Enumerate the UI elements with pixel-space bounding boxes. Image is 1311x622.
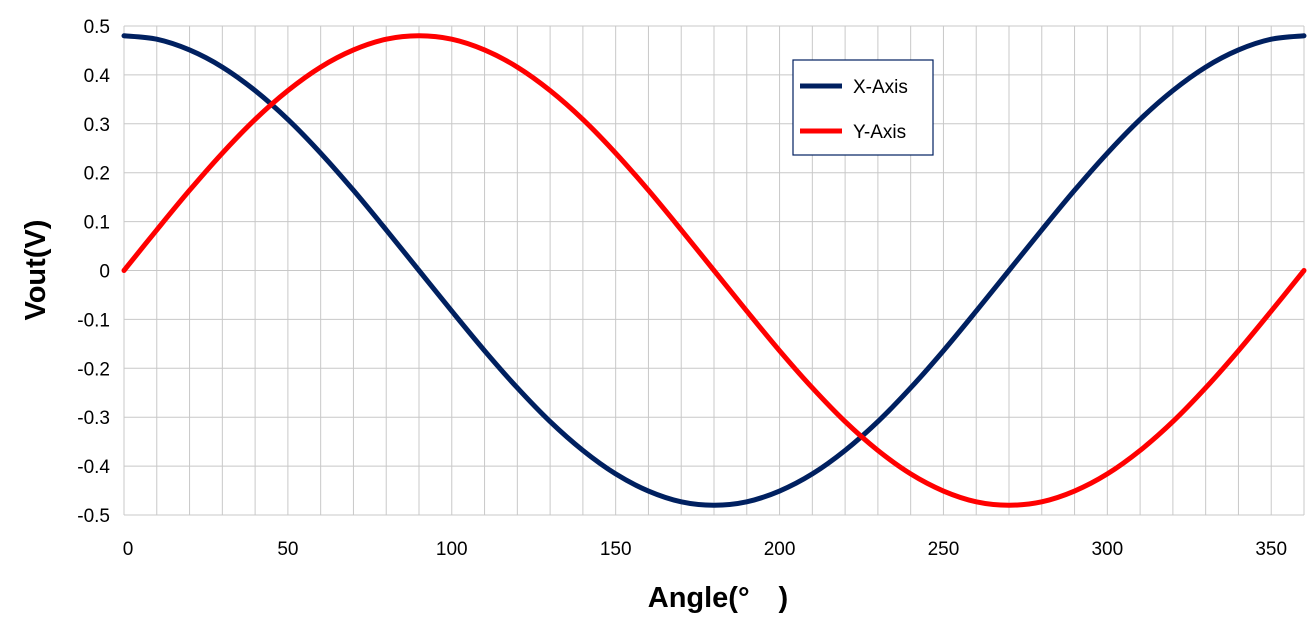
- y-tick-label: -0.3: [77, 408, 110, 429]
- x-tick-label: 250: [928, 539, 960, 560]
- y-tick-label: 0.2: [84, 164, 110, 185]
- x-tick-label: 100: [436, 539, 468, 560]
- y-tick-label: -0.2: [77, 359, 110, 380]
- y-tick-labels: 0.5 0.4 0.3 0.2 0.1 0 -0.1 -0.2 -0.3 -0.4 -0.5: [77, 17, 110, 527]
- legend-label-x-axis: X-Axis: [853, 77, 908, 98]
- series-line-x-axis: [121, 33, 1307, 508]
- x-tick-label: 200: [764, 539, 796, 560]
- x-tick-label: 300: [1091, 539, 1123, 560]
- x-axis-title: Angle(° ): [648, 582, 788, 614]
- y-tick-label: 0.4: [84, 66, 111, 87]
- legend-box: [792, 59, 934, 156]
- x-tick-label: 150: [600, 539, 632, 560]
- y-tick-label: -0.1: [77, 310, 110, 331]
- legend-label-y-axis: Y-Axis: [853, 122, 906, 143]
- y-tick-label: 0.1: [84, 213, 110, 234]
- series-lines: [121, 33, 1307, 508]
- legend: X-Axis Y-Axis: [792, 59, 934, 156]
- y-tick-label: -0.5: [77, 506, 110, 527]
- x-tick-label: 50: [277, 539, 298, 560]
- y-tick-label: 0.3: [84, 115, 110, 136]
- y-axis-title: Vout(V): [20, 220, 52, 321]
- y-tick-label: 0.5: [84, 17, 110, 38]
- x-tick-labels: 0 50 100 150 200 250 300 350: [123, 539, 1287, 560]
- x-tick-label: 350: [1255, 539, 1287, 560]
- grid: [123, 25, 1305, 516]
- y-tick-label: 0: [99, 262, 110, 283]
- y-tick-label: -0.4: [77, 457, 110, 478]
- series-line-y-axis: [121, 33, 1307, 508]
- x-tick-label: 0: [123, 539, 134, 560]
